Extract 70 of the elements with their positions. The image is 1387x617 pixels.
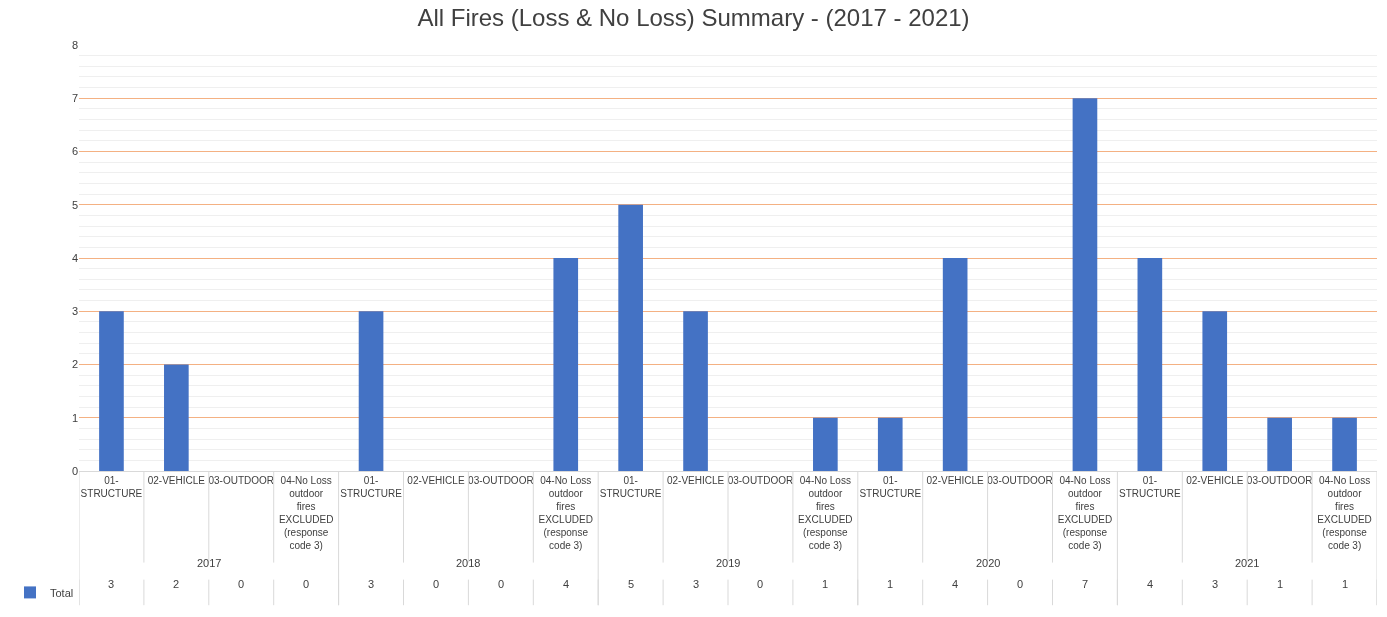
chart-title: All Fires (Loss & No Loss) Summary - (2017 - 2021): [417, 4, 970, 32]
y-tick-label: 2: [71, 358, 78, 371]
text: 2018: [456, 557, 481, 569]
x-tick-label: 02-VEHICLE: [407, 475, 465, 486]
data-label: 4: [952, 578, 959, 590]
bar: [164, 364, 189, 471]
data-label: 1: [1342, 578, 1349, 590]
x-tick-label: 02-VEHICLE: [666, 475, 725, 486]
data-label: 3: [368, 578, 375, 590]
y-tick-label: 1: [71, 411, 78, 424]
text: 2021: [1235, 557, 1260, 569]
bar: [942, 258, 968, 471]
data-label: 0: [238, 578, 245, 590]
text: 2019: [716, 557, 741, 569]
bar: [1332, 417, 1357, 471]
y-tick-label: 0: [71, 464, 78, 477]
y-tick-label: 6: [71, 145, 78, 158]
y-tick-label: 4: [71, 251, 78, 264]
x-tick-label: 01-STRUCTURE: [80, 475, 143, 499]
data-label: 1: [887, 578, 894, 590]
data-label: 1: [822, 578, 829, 590]
data-label: 0: [757, 578, 764, 590]
text: 2017: [197, 557, 222, 569]
x-tick-label: 04-No Loss outdoor fires EXCLUDED (response code 3): [798, 475, 853, 551]
bar: [813, 417, 838, 471]
bar: [683, 311, 708, 471]
bar: [99, 311, 124, 471]
x-tick-label: 01-STRUCTURE: [340, 475, 403, 499]
legend-label: Total: [50, 586, 74, 599]
data-label: 0: [498, 578, 505, 590]
x-tick-label: 04-No Loss outdoor fires EXCLUDED (response code 3): [1057, 475, 1113, 551]
data-label: 5: [628, 578, 635, 590]
x-tick-label: 04-No Loss outdoor fires EXCLUDED (response code 3): [538, 475, 593, 551]
x-tick-label: 03-OUTDOOR: [1246, 475, 1313, 486]
y-tick-label: 7: [71, 92, 78, 105]
bar: [1137, 258, 1163, 471]
data-label: 0: [1017, 578, 1024, 590]
data-label: 1: [1277, 578, 1284, 590]
bar: [1202, 311, 1228, 471]
bar: [618, 204, 643, 471]
y-tick-label: 3: [71, 305, 78, 318]
x-tick-label: 02-VEHICLE: [147, 475, 206, 486]
bar: [877, 417, 903, 471]
data-label: 3: [693, 578, 700, 590]
data-label: 4: [563, 578, 570, 590]
x-tick-label: 03-OUTDOOR: [987, 475, 1053, 486]
x-tick-label: 01-STRUCTURE: [859, 475, 922, 499]
data-label: 0: [303, 578, 310, 590]
y-tick-label: 8: [71, 38, 78, 51]
data-label: 2: [173, 578, 180, 590]
x-tick-label: 04-No Loss outdoor fires EXCLUDED (response code 3): [1317, 475, 1372, 551]
x-tick-label: 04-No Loss outdoor fires EXCLUDED (response code 3): [278, 475, 334, 551]
bar: [1072, 98, 1098, 471]
x-tick-label: 03-OUTDOOR: [727, 475, 794, 486]
y-tick-label: 5: [71, 198, 78, 211]
x-tick-label: 01-STRUCTURE: [599, 475, 662, 499]
x-tick-label: 02-VEHICLE: [926, 475, 985, 486]
data-label: 3: [108, 578, 115, 590]
data-label: 3: [1212, 578, 1219, 590]
x-tick-label: 01-STRUCTURE: [1119, 475, 1182, 499]
bar: [553, 258, 579, 471]
data-label: 4: [1147, 578, 1154, 590]
x-tick-label: 03-OUTDOOR: [468, 475, 534, 486]
data-label: 0: [433, 578, 440, 590]
bar: [358, 311, 384, 471]
x-tick-label: 02-VEHICLE: [1186, 475, 1244, 486]
text: 2020: [976, 557, 1001, 569]
bar: [1267, 417, 1292, 471]
x-tick-label: 03-OUTDOOR: [208, 475, 275, 486]
data-label: 7: [1082, 578, 1089, 590]
